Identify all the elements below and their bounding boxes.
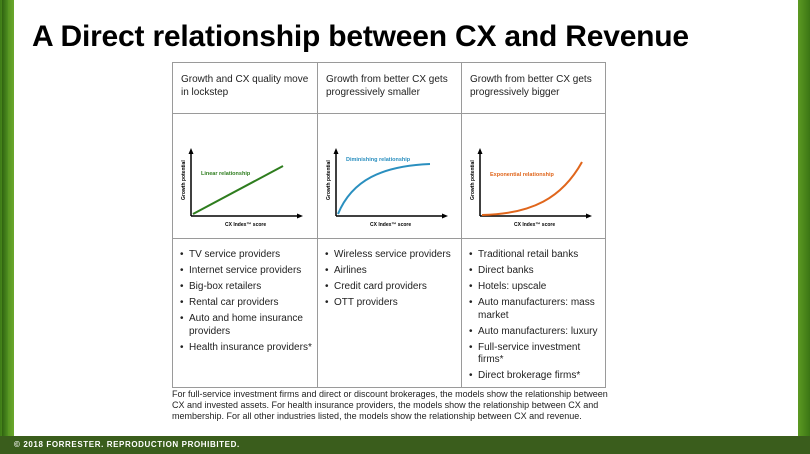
- y-axis-arrow: [333, 148, 339, 154]
- y-axis-arrow: [188, 148, 194, 154]
- column-header: Growth from better CX gets progressively…: [326, 74, 448, 98]
- footer-bar: © 2018 FORRESTER. REPRODUCTION PROHIBITE…: [0, 436, 810, 454]
- x-axis-arrow: [297, 213, 303, 219]
- list-item: Big-box retailers: [180, 281, 314, 294]
- x-axis-label: CX Index™ score: [514, 222, 555, 228]
- list-item: Airlines: [325, 265, 459, 278]
- left-accent-bar: [0, 0, 14, 454]
- industry-list: Wireless service providers Airlines Cred…: [325, 249, 459, 313]
- footnote: For full-service investment firms and di…: [172, 389, 608, 421]
- y-axis-arrow: [477, 148, 483, 154]
- list-item: Auto manufacturers: mass market: [469, 297, 603, 322]
- column-header: Growth from better CX gets progressively…: [470, 74, 592, 98]
- list-item: Internet service providers: [180, 265, 314, 278]
- y-axis-label: Growth potential: [326, 160, 332, 200]
- chart-cell: Linear relationship Growth potential CX …: [173, 113, 317, 239]
- list-item: Traditional retail banks: [469, 249, 603, 262]
- list-item: TV service providers: [180, 249, 314, 262]
- right-accent-bar: [798, 0, 810, 454]
- list-item: Direct banks: [469, 265, 603, 278]
- list-item: Auto and home insurance providers: [180, 313, 314, 338]
- list-item: Auto manufacturers: luxury: [469, 326, 603, 339]
- list-item: Rental car providers: [180, 297, 314, 310]
- linear-curve: [192, 165, 284, 215]
- chart-cell: Exponential relationship Growth potentia…: [462, 113, 605, 239]
- column-linear: Growth and CX quality move in lockstep L…: [173, 63, 318, 387]
- curve-label: Exponential relationship: [490, 172, 555, 178]
- y-axis-label: Growth potential: [181, 160, 187, 200]
- x-axis-label: CX Index™ score: [225, 222, 266, 228]
- column-header: Growth and CX quality move in lockstep: [181, 74, 309, 98]
- slide-title: A Direct relationship between CX and Rev…: [32, 20, 689, 53]
- linear-chart: Linear relationship Growth potential CX …: [181, 148, 303, 228]
- diminishing-curve: [337, 163, 431, 215]
- list-item: Wireless service providers: [325, 249, 459, 262]
- list-item: Full-service investment firms*: [469, 342, 603, 367]
- industry-list: Traditional retail banks Direct banks Ho…: [469, 249, 603, 386]
- list-item: Direct brokerage firms*: [469, 370, 603, 383]
- industry-list: TV service providers Internet service pr…: [180, 249, 314, 358]
- exponential-curve: [481, 161, 583, 216]
- exponential-chart: Exponential relationship Growth potentia…: [470, 148, 592, 228]
- x-axis-arrow: [442, 213, 448, 219]
- y-axis-label: Growth potential: [470, 160, 476, 200]
- list-item: Credit card providers: [325, 281, 459, 294]
- list-item: OTT providers: [325, 297, 459, 310]
- column-diminishing: Growth from better CX gets progressively…: [318, 63, 462, 387]
- list-item: Hotels: upscale: [469, 281, 603, 294]
- diminishing-chart: Diminishing relationship Growth potentia…: [326, 148, 448, 228]
- curve-label: Linear relationship: [201, 171, 251, 177]
- column-exponential: Growth from better CX gets progressively…: [462, 63, 605, 387]
- curve-label: Diminishing relationship: [346, 157, 411, 163]
- chart-cell: Diminishing relationship Growth potentia…: [318, 113, 461, 239]
- x-axis-label: CX Index™ score: [370, 222, 411, 228]
- copyright-text: © 2018 FORRESTER. REPRODUCTION PROHIBITE…: [14, 440, 240, 449]
- relationship-table: Growth and CX quality move in lockstep L…: [172, 62, 606, 388]
- x-axis-arrow: [586, 213, 592, 219]
- list-item: Health insurance providers*: [180, 342, 314, 355]
